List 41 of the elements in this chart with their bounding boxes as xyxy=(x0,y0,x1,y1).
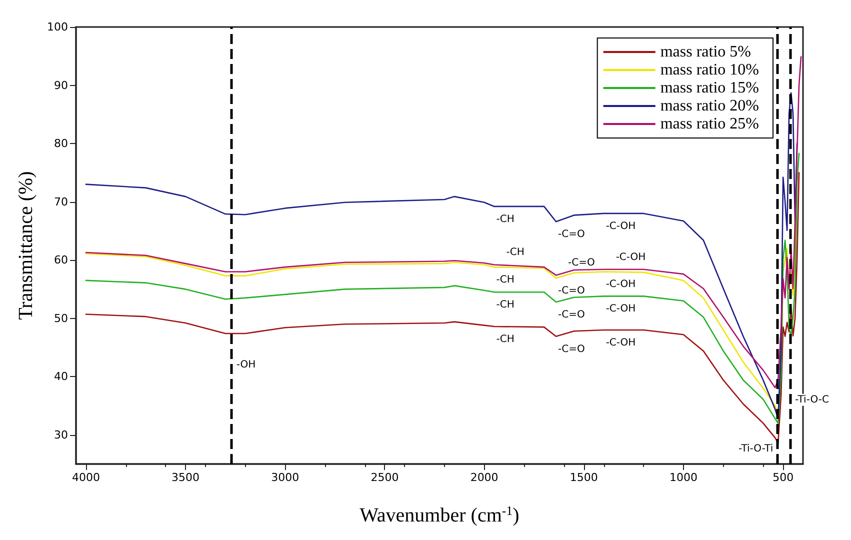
annotation: -CH xyxy=(506,247,524,258)
legend-label: mass ratio 20% xyxy=(660,98,760,114)
x-tick-label: 3500 xyxy=(172,471,200,484)
annotation: -C=O xyxy=(568,258,595,269)
legend-label: mass ratio 25% xyxy=(660,116,760,132)
annotation: -C=O xyxy=(558,344,585,355)
annotation: -C-OH xyxy=(606,279,636,290)
annotation: -OH xyxy=(236,359,256,370)
line-series xyxy=(85,56,802,388)
x-tick-label: 4000 xyxy=(72,471,100,484)
legend-label: mass ratio 10% xyxy=(660,62,760,78)
annotation: -C=O xyxy=(558,229,585,240)
annotation: -CH xyxy=(496,274,514,286)
annotation: -CH xyxy=(496,334,514,345)
annotation: -C-OH xyxy=(606,337,636,348)
y-tick-label: 70 xyxy=(54,195,68,208)
x-tick-label: 3000 xyxy=(271,471,300,484)
x-tick-label: 2000 xyxy=(470,471,498,484)
x-tick-label: 1000 xyxy=(669,471,698,484)
y-tick-label: 80 xyxy=(54,137,68,150)
y-tick-label: 90 xyxy=(54,78,68,92)
annotation: -C=O xyxy=(558,310,585,321)
annotation: -CH xyxy=(496,214,514,225)
y-axis-title: Transmittance (%) xyxy=(15,171,37,320)
annotation: -Ti-O-C xyxy=(795,394,829,406)
y-tick-label: 30 xyxy=(54,428,68,442)
y-tick-label: 100 xyxy=(47,20,68,34)
x-tick-label: 1500 xyxy=(570,471,598,484)
legend-label: mass ratio 15% xyxy=(660,80,760,96)
x-tick-label: 500 xyxy=(772,471,794,484)
annotation: -C-OH xyxy=(606,220,636,232)
x-tick-label: 2500 xyxy=(370,471,399,484)
annotation: -CH xyxy=(496,300,514,311)
annotation: -C-OH xyxy=(616,252,646,263)
annotation: -Ti-O-Ti xyxy=(738,444,774,455)
annotation: -C=O xyxy=(558,286,585,297)
y-tick-label: 40 xyxy=(54,370,68,384)
y-tick-label: 50 xyxy=(54,312,68,325)
annotation: -C-OH xyxy=(606,304,636,315)
legend-label: mass ratio 5% xyxy=(660,44,752,60)
y-tick-label: 60 xyxy=(54,254,68,267)
